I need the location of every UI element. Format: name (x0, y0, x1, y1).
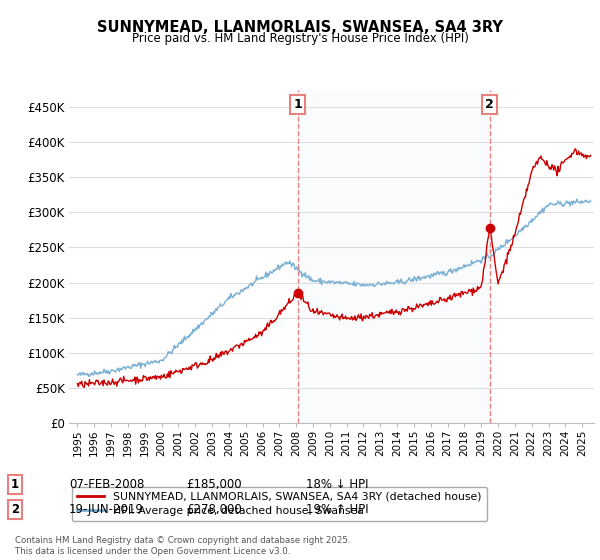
Text: £185,000: £185,000 (186, 478, 242, 491)
Text: £278,000: £278,000 (186, 503, 242, 516)
Text: 2: 2 (485, 98, 494, 111)
Text: SUNNYMEAD, LLANMORLAIS, SWANSEA, SA4 3RY: SUNNYMEAD, LLANMORLAIS, SWANSEA, SA4 3RY (97, 20, 503, 35)
Text: 07-FEB-2008: 07-FEB-2008 (69, 478, 145, 491)
Text: 19-JUN-2019: 19-JUN-2019 (69, 503, 144, 516)
Text: 2: 2 (11, 503, 19, 516)
Text: 18% ↓ HPI: 18% ↓ HPI (306, 478, 368, 491)
Text: Contains HM Land Registry data © Crown copyright and database right 2025.
This d: Contains HM Land Registry data © Crown c… (15, 536, 350, 556)
Text: 1: 1 (293, 98, 302, 111)
Legend: SUNNYMEAD, LLANMORLAIS, SWANSEA, SA4 3RY (detached house), HPI: Average price, d: SUNNYMEAD, LLANMORLAIS, SWANSEA, SA4 3RY… (72, 487, 487, 521)
Bar (298, 90, 490, 423)
Text: 1: 1 (11, 478, 19, 491)
Text: Price paid vs. HM Land Registry's House Price Index (HPI): Price paid vs. HM Land Registry's House … (131, 32, 469, 45)
Text: 19% ↑ HPI: 19% ↑ HPI (306, 503, 368, 516)
